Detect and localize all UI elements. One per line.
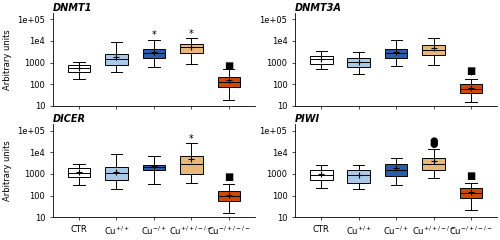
Text: PIWI: PIWI <box>295 114 320 124</box>
Y-axis label: Arbitrary units: Arbitrary units <box>2 29 12 90</box>
Text: *: * <box>189 134 194 144</box>
Text: ■: ■ <box>466 66 475 76</box>
PathPatch shape <box>348 58 370 67</box>
PathPatch shape <box>385 49 407 58</box>
Y-axis label: Arbitrary units: Arbitrary units <box>2 140 12 201</box>
PathPatch shape <box>68 168 90 177</box>
PathPatch shape <box>460 188 482 198</box>
PathPatch shape <box>218 192 240 201</box>
Text: DICER: DICER <box>53 114 86 124</box>
PathPatch shape <box>105 54 128 65</box>
PathPatch shape <box>460 84 482 93</box>
PathPatch shape <box>142 49 165 58</box>
Text: DNMT1: DNMT1 <box>53 3 92 13</box>
PathPatch shape <box>422 158 445 169</box>
PathPatch shape <box>105 168 128 180</box>
PathPatch shape <box>180 156 203 174</box>
Text: *: * <box>468 71 473 81</box>
PathPatch shape <box>310 56 332 64</box>
PathPatch shape <box>310 170 332 180</box>
Text: ●: ● <box>430 139 438 149</box>
Text: DNMT3A: DNMT3A <box>295 3 342 13</box>
PathPatch shape <box>348 170 370 183</box>
PathPatch shape <box>385 164 407 176</box>
Text: *: * <box>189 29 194 39</box>
Text: ■: ■ <box>466 171 475 181</box>
Text: ●: ● <box>430 136 438 145</box>
PathPatch shape <box>422 45 445 55</box>
PathPatch shape <box>68 65 90 72</box>
Text: ■: ■ <box>224 172 234 182</box>
PathPatch shape <box>218 77 240 87</box>
PathPatch shape <box>142 165 165 169</box>
PathPatch shape <box>180 44 203 53</box>
Text: *: * <box>152 30 156 40</box>
Text: *: * <box>226 176 231 186</box>
Text: ■: ■ <box>224 61 234 71</box>
